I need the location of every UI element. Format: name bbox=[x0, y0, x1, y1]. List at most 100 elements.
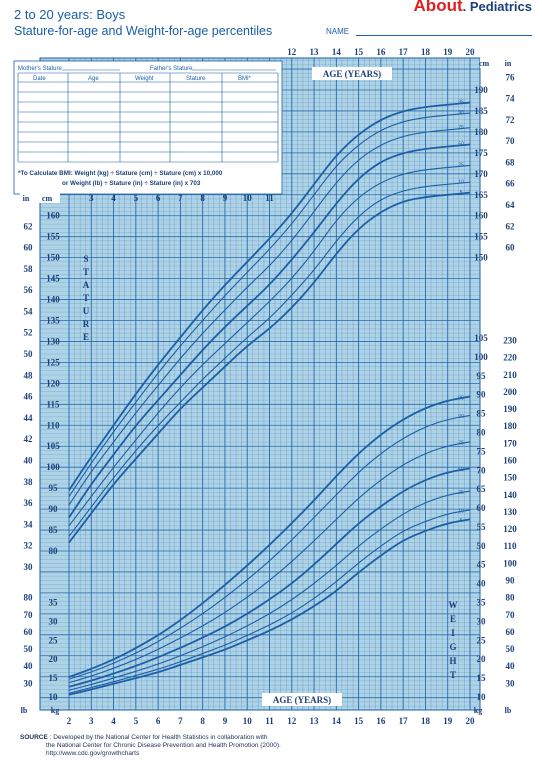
unit-lb-left: lb bbox=[21, 706, 28, 715]
stature-in-tick-right: 74 bbox=[506, 94, 516, 104]
weight-lb-tick-right: 150 bbox=[503, 473, 517, 483]
percentile-label-95: 95 bbox=[458, 395, 464, 401]
weight-kg-tick-right: 75 bbox=[477, 446, 487, 456]
source-line-2: the National Center for Chronic Disease … bbox=[46, 742, 281, 749]
age-tick-bottom: 9 bbox=[223, 716, 228, 726]
stature-cm-tick-left: 115 bbox=[46, 399, 60, 409]
age-tick-bottom: 7 bbox=[178, 716, 183, 726]
age-tick-mid: 6 bbox=[156, 193, 161, 203]
stature-in-tick-left: 56 bbox=[24, 285, 34, 295]
bmi-note-1: *To Calculate BMI: Weight (kg) ÷ Stature… bbox=[18, 170, 223, 177]
percentile-line-75 bbox=[68, 127, 471, 506]
weight-letter: H bbox=[449, 656, 456, 666]
stature-cm-tick-right: 165 bbox=[474, 190, 488, 200]
unit-cm-right: cm bbox=[479, 59, 490, 68]
stature-cm-tick-left: 90 bbox=[49, 504, 59, 514]
age-tick-bottom: 19 bbox=[443, 716, 453, 726]
stature-in-tick-left: 30 bbox=[24, 562, 34, 572]
col-weight: Weight bbox=[135, 76, 154, 82]
unit-kg-left: kg bbox=[51, 706, 59, 715]
about-pediatrics-logo: About. Pediatrics bbox=[414, 0, 532, 16]
stature-in-tick-left: 58 bbox=[24, 264, 34, 274]
weight-kg-tick-right: 45 bbox=[477, 560, 487, 570]
stature-letter: E bbox=[83, 332, 89, 342]
age-label-top: AGE (YEARS) bbox=[323, 69, 381, 79]
weight-lb-tick-right: 80 bbox=[506, 593, 516, 603]
stature-in-tick-left: 44 bbox=[24, 413, 34, 423]
age-tick-bottom: 4 bbox=[111, 716, 116, 726]
weight-lb-tick-left: 30 bbox=[24, 678, 34, 688]
percentile-line-5 bbox=[68, 518, 471, 696]
stature-cm-tick-left: 105 bbox=[46, 441, 60, 451]
stature-cm-tick-left: 100 bbox=[46, 462, 60, 472]
age-tick-mid: 11 bbox=[265, 193, 274, 203]
stature-cm-tick-right: 155 bbox=[474, 232, 488, 242]
col-stature: Stature bbox=[186, 76, 206, 82]
stature-in-tick-left: 48 bbox=[24, 370, 34, 380]
stature-cm-tick-left: 160 bbox=[46, 211, 60, 221]
weight-kg-tick-right: 60 bbox=[477, 503, 487, 513]
unit-box-left-top bbox=[20, 193, 60, 203]
age-tick-top: 18 bbox=[421, 47, 431, 57]
stature-cm-tick-right: 190 bbox=[474, 85, 488, 95]
age-tick-bottom: 2 bbox=[67, 716, 72, 726]
axes: 12 13 14 15 16 17 18 19 203 4 5 6 7 8 9 10 112 3 4 5 6 7 8 9 10 1… bbox=[20, 47, 520, 726]
stature-cm-tick-right: 175 bbox=[474, 148, 488, 158]
age-tick-bottom: 11 bbox=[265, 716, 274, 726]
weight-lb-tick-right: 30 bbox=[506, 678, 516, 688]
stature-cm-tick-left: 135 bbox=[46, 316, 60, 326]
weight-lb-tick-right: 170 bbox=[503, 438, 517, 448]
fathers-stature-label: Father's Stature bbox=[150, 66, 193, 72]
stature-in-tick-right: 62 bbox=[506, 221, 516, 231]
unit-in-right: in bbox=[505, 59, 512, 68]
logo-main: About bbox=[413, 0, 463, 15]
weight-kg-tick-right: 95 bbox=[477, 371, 487, 381]
stature-letter: T bbox=[83, 293, 89, 303]
mothers-stature-label: Mother's Stature bbox=[18, 66, 62, 72]
table-grid[interactable] bbox=[17, 72, 279, 163]
stature-in-tick-left: 32 bbox=[24, 541, 34, 551]
stature-letter: T bbox=[83, 267, 89, 277]
stature-letter: A bbox=[83, 280, 90, 290]
weight-kg-tick-right: 55 bbox=[477, 522, 487, 532]
unit-lb-right: lb bbox=[505, 706, 512, 715]
unit-in-left: in bbox=[23, 194, 30, 203]
stature-in-tick-left: 34 bbox=[24, 519, 34, 529]
percentile-label-75: 75 bbox=[458, 125, 464, 131]
weight-lb-tick-right: 120 bbox=[503, 524, 517, 534]
weight-lb-tick-right: 110 bbox=[503, 541, 517, 551]
percentile-label-90: 90 bbox=[458, 414, 464, 420]
stature-in-tick-left: 46 bbox=[24, 392, 34, 402]
weight-kg-tick-right: 80 bbox=[477, 427, 487, 437]
logo-sub: . Pediatrics bbox=[462, 0, 532, 14]
stature-cm-tick-left: 155 bbox=[46, 232, 60, 242]
age-tick-bottom: 13 bbox=[310, 716, 320, 726]
age-tick-top: 17 bbox=[399, 47, 409, 57]
source-label: SOURCE bbox=[20, 734, 48, 741]
age-tick-mid: 3 bbox=[89, 193, 94, 203]
stature-in-tick-left: 42 bbox=[24, 434, 34, 444]
age-label-bottom: AGE (YEARS) bbox=[273, 695, 331, 705]
stature-letter: S bbox=[83, 254, 88, 264]
percentile-line-25 bbox=[68, 164, 471, 527]
unit-box-right-top bbox=[480, 58, 520, 68]
weight-lb-tick-right: 210 bbox=[503, 370, 517, 380]
unit-kg-right: kg bbox=[474, 706, 482, 715]
weight-kg-tick-right: 20 bbox=[477, 654, 487, 664]
col-age: Age bbox=[88, 76, 99, 82]
name-line[interactable] bbox=[356, 35, 532, 36]
age-tick-mid: 7 bbox=[178, 193, 183, 203]
stature-cm-tick-left: 85 bbox=[49, 525, 59, 535]
col-date: Date bbox=[33, 76, 46, 82]
stature-in-tick-right: 60 bbox=[506, 243, 516, 253]
weight-kg-tick-right: 40 bbox=[477, 579, 487, 589]
stature-cm-tick-left: 145 bbox=[46, 274, 60, 284]
weight-kg-tick-left: 10 bbox=[49, 692, 59, 702]
stature-in-tick-right: 66 bbox=[506, 179, 516, 189]
weight-lb-tick-left: 50 bbox=[24, 644, 34, 654]
weight-letter: T bbox=[450, 670, 456, 680]
stature-cm-tick-right: 185 bbox=[474, 106, 488, 116]
age-tick-mid: 4 bbox=[111, 193, 116, 203]
percentile-line-10 bbox=[68, 181, 471, 537]
stature-in-tick-right: 70 bbox=[506, 136, 516, 146]
